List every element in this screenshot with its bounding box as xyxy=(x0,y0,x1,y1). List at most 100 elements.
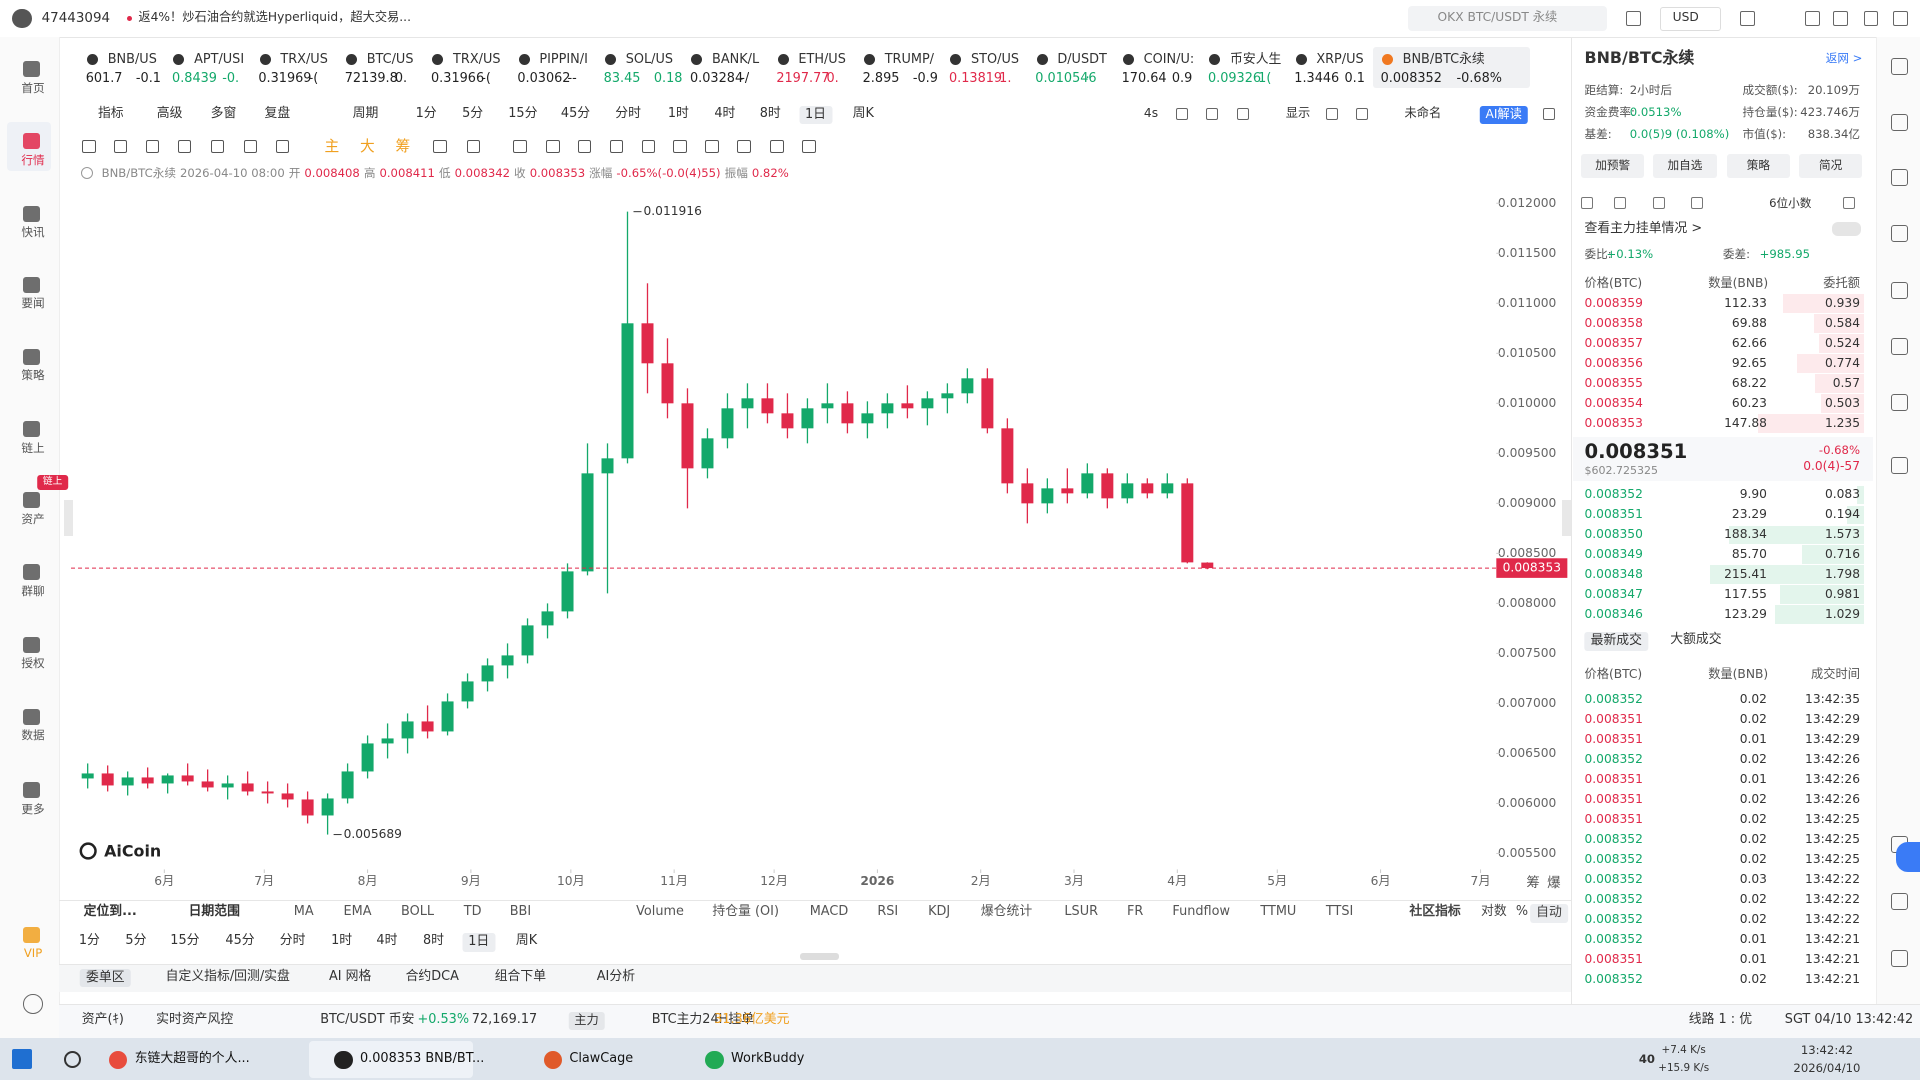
settings-icon[interactable] xyxy=(23,994,43,1014)
window-icon[interactable] xyxy=(1833,11,1848,26)
draw-tool[interactable] xyxy=(802,139,816,154)
draw-tool[interactable] xyxy=(177,139,192,154)
draw-tool[interactable] xyxy=(546,139,560,154)
draw-tool[interactable] xyxy=(609,139,624,154)
indicator-button[interactable]: Volume xyxy=(636,903,684,919)
indicator-button[interactable]: BBI xyxy=(509,903,532,919)
tool-icon[interactable] xyxy=(1326,107,1339,120)
expand-button[interactable] xyxy=(1895,842,1920,872)
tool-icon[interactable] xyxy=(1236,107,1249,120)
app-icon[interactable] xyxy=(334,1050,353,1069)
button[interactable] xyxy=(1653,154,1717,178)
indicator-button[interactable]: TTSI xyxy=(1325,903,1354,919)
toolbar-button[interactable]: 高级 xyxy=(156,105,183,121)
taskbar-app[interactable]: ClawCage xyxy=(569,1050,634,1066)
nav-icon[interactable] xyxy=(23,348,41,365)
panel-tab[interactable]: 委单区 xyxy=(80,968,131,988)
draw-tool[interactable] xyxy=(82,139,96,154)
nav-item[interactable]: VIP xyxy=(23,946,43,961)
interval-button[interactable]: 15分 xyxy=(170,933,200,949)
interval-button[interactable]: 周K xyxy=(515,933,538,949)
interval-button[interactable]: 4时 xyxy=(376,933,398,949)
indicator-button[interactable]: TTMU xyxy=(1260,903,1297,919)
toolbar-button[interactable]: 显示 xyxy=(1285,105,1311,120)
resize-handle[interactable] xyxy=(799,952,839,960)
side-icon[interactable] xyxy=(1890,394,1908,412)
view-icon[interactable] xyxy=(1842,197,1856,210)
draw-tool[interactable] xyxy=(577,139,592,154)
nav-icon[interactable] xyxy=(23,276,41,293)
indicator-button[interactable]: BOLL xyxy=(401,903,435,919)
nav-item[interactable]: 资产 xyxy=(21,511,45,526)
draw-tool[interactable] xyxy=(705,139,719,154)
app-icon[interactable] xyxy=(108,1050,128,1069)
interval-button[interactable]: 分时 xyxy=(615,105,642,121)
draw-tool[interactable] xyxy=(210,139,225,154)
ticker-name[interactable]: BNB/BTC永续 xyxy=(1402,51,1485,67)
button-label[interactable]: 加自选 xyxy=(1667,157,1703,172)
button-label[interactable]: 策略 xyxy=(1746,157,1770,172)
toolbar-button[interactable]: 周期 xyxy=(352,105,379,121)
draw-tool[interactable] xyxy=(770,139,784,154)
interval-button[interactable]: 8时 xyxy=(422,933,444,949)
search-input[interactable]: OKX BTC/USDT 永续 xyxy=(1437,10,1558,25)
ticker-name[interactable]: BNB/US xyxy=(107,51,157,67)
ticker-name[interactable]: XRP/US xyxy=(1316,51,1364,67)
ticker-name[interactable]: TRUMP/ xyxy=(884,51,935,67)
chart-control[interactable]: 自动 xyxy=(1530,903,1568,923)
window-icon[interactable] xyxy=(1626,11,1641,26)
link[interactable]: 查看主力挂单情况 > xyxy=(1584,220,1703,236)
link[interactable]: 返网 > xyxy=(1825,51,1863,66)
nav-item[interactable]: 群聊 xyxy=(21,583,45,598)
draw-tool[interactable] xyxy=(513,139,527,154)
nav-item[interactable]: 策略 xyxy=(21,368,45,383)
interval-button[interactable]: 1日 xyxy=(462,933,496,952)
window-icon[interactable] xyxy=(1863,11,1879,26)
toolbar-button[interactable]: 未命名 xyxy=(1404,105,1442,120)
tool-icon[interactable] xyxy=(1542,107,1556,120)
draw-tool[interactable] xyxy=(466,139,480,154)
nav-icon[interactable] xyxy=(23,61,41,78)
panel-tab[interactable]: AI 网格 xyxy=(329,968,372,984)
draw-tool[interactable] xyxy=(737,139,751,154)
side-icon[interactable] xyxy=(1890,337,1908,356)
nav-item[interactable]: 行情 xyxy=(21,152,45,167)
nav-icon[interactable] xyxy=(23,708,41,725)
ticker-name[interactable]: 币安人生 xyxy=(1230,51,1282,67)
tab[interactable]: 最新成交 xyxy=(1584,632,1649,651)
draw-tool[interactable]: 筹 xyxy=(395,138,411,156)
eye-icon[interactable] xyxy=(80,166,94,179)
draw-tool[interactable] xyxy=(243,139,258,154)
currency-select[interactable] xyxy=(1660,7,1722,32)
tool-icon[interactable] xyxy=(1355,107,1368,120)
interval-button[interactable]: 5分 xyxy=(125,933,147,949)
window-icon[interactable] xyxy=(1740,11,1755,26)
ticker-name[interactable]: TRX/US xyxy=(453,51,501,67)
taskbar-app[interactable]: WorkBuddy xyxy=(731,1050,805,1066)
interval-button[interactable]: 1分 xyxy=(415,105,437,121)
button-label[interactable]: 加预警 xyxy=(1595,157,1631,172)
side-icon[interactable] xyxy=(1890,456,1908,474)
interval-button[interactable]: 4时 xyxy=(714,105,736,121)
panel-tab[interactable]: 组合下单 xyxy=(494,968,547,984)
button[interactable] xyxy=(1726,154,1791,178)
tool-icon[interactable] xyxy=(1206,107,1219,120)
toolbar-button[interactable]: AI解读 xyxy=(1479,105,1528,124)
draw-tool[interactable] xyxy=(641,139,656,154)
taskbar-app[interactable]: 0.008353 BNB/BT... xyxy=(360,1050,485,1066)
interval-button[interactable]: 15分 xyxy=(508,105,538,121)
nav-item[interactable]: 要闻 xyxy=(21,296,45,311)
indicator-button[interactable]: TD xyxy=(463,903,482,919)
indicator-button[interactable]: RSI xyxy=(877,903,899,919)
ticker-name[interactable]: PIPPIN/I xyxy=(539,51,588,67)
nav-item[interactable]: 首页 xyxy=(21,80,45,95)
nav-item[interactable]: 更多 xyxy=(21,801,45,816)
side-icon[interactable] xyxy=(1890,113,1908,132)
draw-tool[interactable] xyxy=(673,139,687,154)
ticker-name[interactable]: BANK/L xyxy=(712,51,760,67)
indicator-button[interactable]: Fundflow xyxy=(1172,903,1231,919)
interval-button[interactable]: 45分 xyxy=(560,105,591,121)
interval-button[interactable]: 45分 xyxy=(225,933,255,949)
nav-item[interactable]: 数据 xyxy=(21,728,45,743)
tool-icon[interactable] xyxy=(1175,107,1188,120)
